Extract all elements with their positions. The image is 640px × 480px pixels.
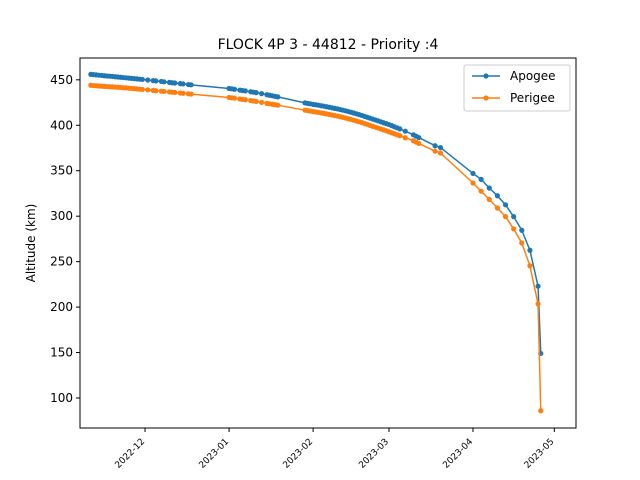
y-tick-label: 400: [50, 118, 73, 132]
perigee-point: [432, 148, 438, 154]
y-axis: 100 150 200 250 300 350 400 450: [50, 73, 80, 405]
apogee-point: [437, 144, 444, 151]
perigee-point: [437, 150, 444, 156]
perigee-point: [397, 133, 403, 139]
perigee-point: [538, 408, 544, 414]
chart-title: FLOCK 4P 3 - 44812 - Priority :4: [218, 37, 439, 53]
apogee-point: [253, 90, 259, 96]
apogee-point: [535, 283, 541, 289]
perigee-point: [180, 90, 186, 96]
apogee-point: [180, 81, 186, 87]
apogee-point: [145, 77, 151, 83]
y-tick-label: 450: [50, 73, 73, 87]
legend-label-apogee: Apogee: [510, 69, 556, 83]
y-tick-label: 350: [50, 164, 73, 178]
apogee-point: [470, 170, 476, 177]
apogee-point: [397, 126, 403, 132]
perigee-point: [502, 214, 509, 220]
y-tick-label: 300: [50, 209, 73, 223]
apogee-point: [478, 176, 484, 182]
apogee-point: [416, 134, 422, 141]
y-tick-label: 250: [50, 255, 73, 269]
apogee-point: [275, 94, 281, 100]
perigee-point: [153, 88, 159, 94]
axes-frame: [79, 57, 577, 429]
y-axis-label: Altitude (km): [24, 204, 38, 283]
legend-swatch-apogee-marker: [483, 73, 489, 79]
perigee-point: [161, 88, 167, 95]
apogee-point: [486, 185, 492, 191]
perigee-point: [511, 226, 517, 232]
perigee-point: [242, 97, 248, 103]
perigee-point: [231, 95, 238, 101]
apogee-point: [494, 193, 500, 199]
apogee-point: [153, 78, 159, 84]
perigee-point: [416, 140, 422, 147]
apogee-point: [161, 79, 167, 85]
perigee-point: [519, 240, 525, 246]
perigee-point: [494, 205, 500, 211]
apogee-point: [172, 80, 178, 86]
apogee-point: [527, 247, 533, 253]
perigee-point: [527, 263, 533, 269]
perigee-point: [188, 91, 194, 97]
apogee-point: [402, 128, 408, 134]
apogee-point: [242, 88, 248, 94]
y-tick-label: 150: [50, 346, 73, 360]
plot-area: [79, 57, 577, 429]
perigee-point: [172, 89, 178, 96]
apogee-point: [188, 82, 194, 88]
apogee-point: [502, 202, 509, 208]
y-tick-label: 100: [50, 391, 73, 405]
perigee-point: [402, 135, 408, 141]
legend-label-perigee: Perigee: [510, 91, 555, 105]
perigee-point: [139, 86, 145, 93]
perigee-point: [145, 87, 151, 93]
perigee-point: [253, 98, 259, 105]
perigee-point: [535, 301, 541, 307]
perigee-point: [275, 102, 281, 108]
perigee-point: [478, 188, 484, 194]
perigee-point: [486, 196, 492, 202]
apogee-point: [231, 86, 238, 92]
apogee-point: [511, 214, 517, 220]
apogee-point: [432, 143, 438, 149]
y-tick-label: 200: [50, 300, 73, 314]
apogee-point: [519, 227, 525, 233]
perigee-point: [259, 99, 265, 105]
legend: Apogee Perigee: [463, 64, 571, 112]
apogee-point: [139, 76, 145, 83]
apogee-point: [259, 91, 265, 97]
perigee-point: [470, 180, 476, 186]
legend-swatch-perigee-marker: [483, 95, 489, 101]
series-layer: [88, 71, 544, 414]
